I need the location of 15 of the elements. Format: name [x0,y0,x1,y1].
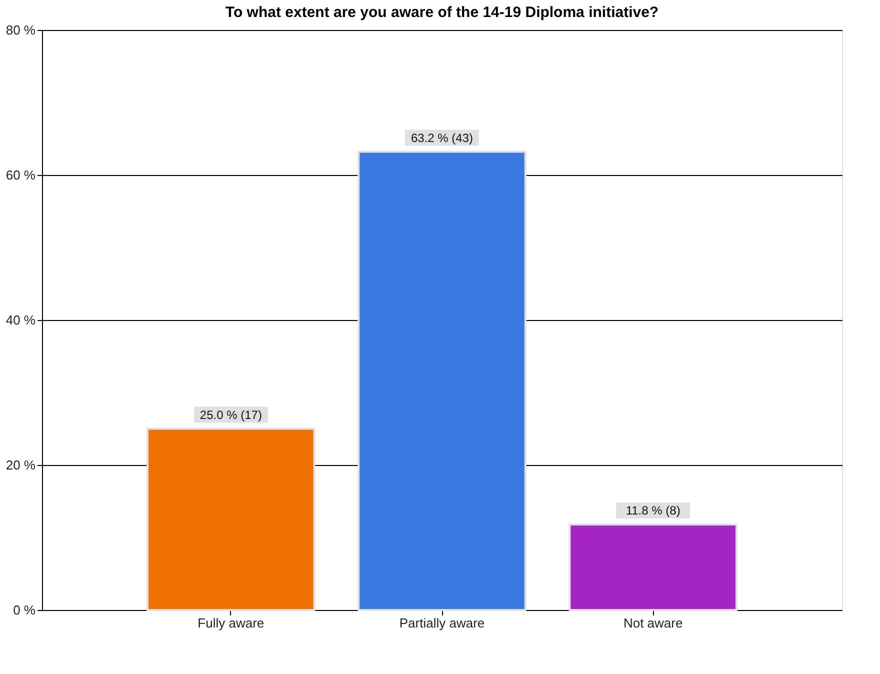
chart-title: To what extent are you aware of the 14-19 Diploma initiative? [225,4,659,21]
y-tick-label: 40 % [6,312,36,328]
y-tick-label: 80 % [6,22,36,38]
data-label: 25.0 % (17) [200,408,262,422]
y-tick-label: 20 % [6,458,36,472]
data-label: 11.8 % (8) [626,503,680,518]
bar [146,428,316,611]
bar [358,150,526,611]
data-label: 63.2 % (43) [410,130,474,145]
x-tick-label: Not aware [623,616,683,630]
y-tick-label: 0 % [13,602,36,618]
bar [568,523,738,611]
x-tick-label: Partially aware [399,616,485,630]
x-tick-label: Fully aware [198,616,264,630]
y-tick-label: 60 % [6,168,36,182]
